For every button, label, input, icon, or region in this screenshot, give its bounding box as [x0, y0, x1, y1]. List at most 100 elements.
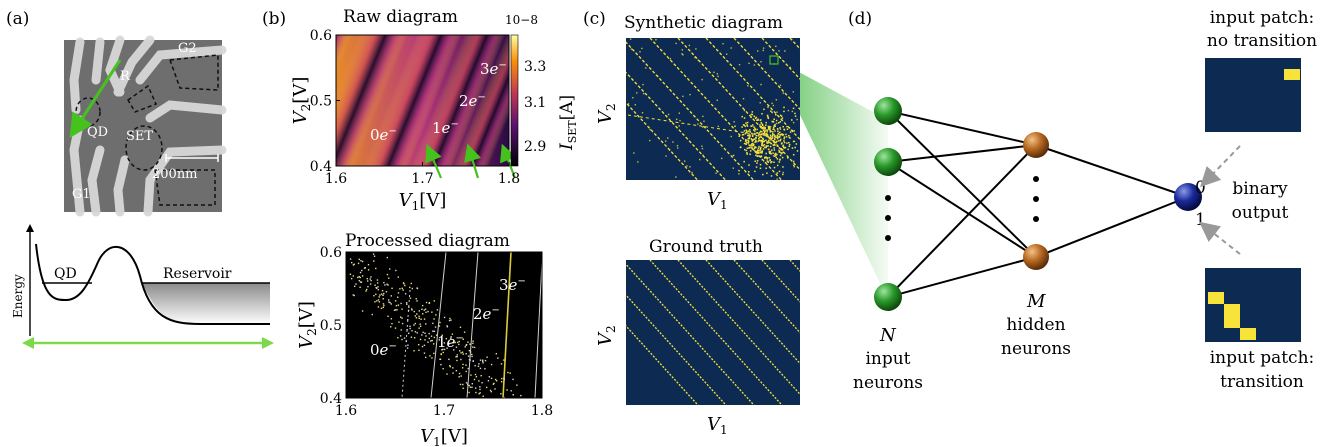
edge-i3-h1	[887, 144, 1037, 298]
processed-noise-point	[361, 275, 364, 277]
sem-green-arrow	[69, 59, 122, 139]
synthetic-noise-point	[766, 172, 768, 174]
processed-noise-point	[406, 347, 409, 349]
synthetic-noise-point	[744, 125, 746, 128]
processed-noise-point	[353, 294, 355, 297]
sem-scale-label: 200nm	[152, 167, 198, 182]
synthetic-noise-point	[761, 131, 763, 133]
synthetic-noise-point	[773, 143, 776, 145]
processed-noise-point	[367, 285, 369, 288]
synthetic-noise-point	[759, 167, 762, 170]
synthetic-noise-point	[778, 161, 781, 163]
synthetic-sparse-point	[759, 156, 762, 158]
processed-noise-point	[458, 376, 460, 378]
processed-noise-point	[360, 260, 362, 262]
processed-noise-point	[376, 279, 379, 281]
processed-noise-point	[433, 318, 435, 320]
synthetic-noise-point	[760, 122, 762, 124]
synthetic-noise-point	[747, 140, 750, 142]
synthetic-noise-point	[780, 133, 783, 135]
synthetic-noise-point	[773, 149, 776, 151]
processed-noise-point	[465, 364, 467, 366]
synthetic-noise-point	[755, 139, 757, 142]
synthetic-noise-point	[774, 134, 776, 137]
synthetic-noise-point	[753, 138, 755, 141]
processed-noise-point	[425, 335, 427, 337]
synthetic-noise-point	[774, 138, 776, 141]
processed-noise-point	[471, 355, 473, 358]
processed-noise-point	[468, 391, 470, 394]
synthetic-sparse-point	[715, 172, 717, 174]
synthetic-sparse-point	[695, 48, 697, 50]
processed-noise-point	[463, 331, 466, 333]
synthetic-noise-point	[755, 154, 757, 157]
raw-ytick-label: 0.6	[310, 28, 332, 44]
processed-noise-point	[367, 263, 370, 266]
ground-truth-background	[626, 260, 800, 405]
synthetic-sparse-point	[699, 158, 701, 161]
synthetic-noise-point	[770, 153, 772, 155]
processed-noise-point	[396, 309, 398, 311]
synthetic-sparse-point	[667, 137, 669, 139]
synthetic-noise-point	[783, 136, 786, 138]
synthetic-noise-point	[761, 158, 764, 161]
raw-transition-stripe	[336, 35, 422, 166]
synthetic-sparse-point	[779, 84, 782, 87]
processed-noise-point	[424, 332, 426, 334]
sem-gates	[69, 35, 227, 217]
processed-noise-point	[413, 350, 415, 352]
synthetic-noise-point	[779, 154, 782, 157]
synthetic-noise-point	[750, 144, 752, 146]
synthetic-noise-point	[741, 115, 743, 118]
colorbar-tick-31: 3.1	[524, 95, 546, 111]
processed-charge-label: 2e−	[473, 305, 500, 323]
synthetic-noise-point	[747, 134, 749, 137]
synthetic-noise-point	[782, 145, 784, 147]
synthetic-noise-point	[765, 152, 767, 155]
processed-noise-point	[397, 337, 399, 339]
synthetic-sparse-point	[720, 157, 723, 160]
processed-noise-point	[424, 308, 427, 310]
synthetic-sparse-point	[782, 171, 784, 174]
processed-noise-point	[485, 386, 488, 389]
arrow-no-to-zero	[1200, 145, 1241, 188]
synthetic-sparse-point	[784, 50, 786, 52]
synthetic-noise-point	[768, 128, 770, 130]
hidden-line1: hidden	[1006, 315, 1065, 335]
synthetic-noise-point	[757, 150, 760, 152]
synthetic-noise-point	[755, 137, 757, 139]
synthetic-noise-point	[768, 148, 770, 151]
processed-noise-point	[462, 363, 464, 366]
processed-noise-point	[460, 375, 462, 377]
synthetic-sparse-point	[668, 149, 671, 151]
colorbar	[510, 34, 519, 167]
synthetic-noise-point	[751, 134, 754, 137]
output-line2: output	[1232, 203, 1289, 223]
synthetic-noise-point	[751, 145, 753, 147]
synthetic-noise-point	[754, 151, 757, 153]
raw-diagram-title: Raw diagram	[343, 7, 458, 27]
synthetic-sparse-point	[639, 51, 641, 53]
synthetic-transition-line	[626, 41, 755, 180]
synthetic-sparse-point	[762, 49, 765, 52]
processed-noise-point	[479, 359, 482, 361]
processed-noise-point	[383, 304, 385, 307]
processed-noise-point	[497, 357, 499, 359]
synthetic-noise-point	[759, 130, 762, 133]
synthetic-noise-point	[767, 161, 769, 163]
synthetic-noise-point	[757, 134, 759, 137]
processed-noise-point	[352, 264, 355, 266]
synthetic-sparse-point	[787, 109, 790, 112]
synthetic-sparse-point	[760, 61, 762, 63]
synthetic-noise-point	[747, 141, 750, 143]
raw-charge-labels: 0e− 1e−2e− 3e−	[370, 60, 507, 144]
synthetic-noise-point	[771, 111, 773, 114]
processed-noise-point	[435, 314, 437, 316]
synthetic-noise-point	[772, 120, 774, 123]
energy-axis-label: Energy	[11, 274, 25, 318]
synthetic-noise-point	[765, 121, 767, 124]
synthetic-noise-point	[776, 153, 778, 156]
synthetic-ylabel-symbol: V	[595, 109, 616, 124]
processed-noise-point	[409, 325, 411, 328]
processed-noise-point	[450, 336, 452, 338]
